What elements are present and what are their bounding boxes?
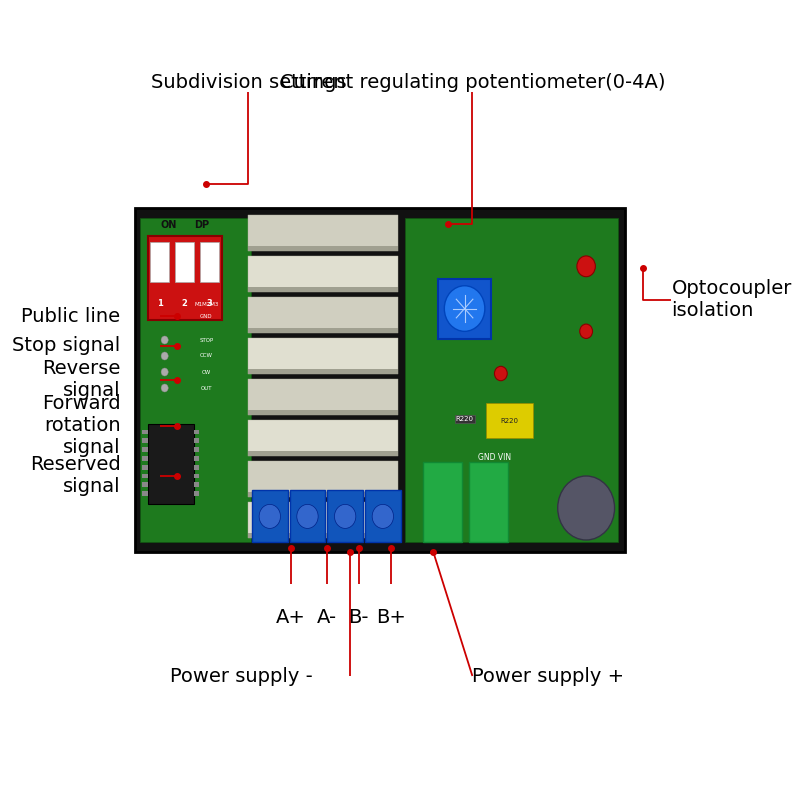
Text: Optocoupler
isolation: Optocoupler isolation <box>671 279 792 321</box>
Bar <box>142 438 147 443</box>
Bar <box>194 474 199 478</box>
Bar <box>147 424 194 504</box>
Text: M1M2M3: M1M2M3 <box>194 302 218 306</box>
Bar <box>142 447 147 452</box>
Bar <box>469 462 508 542</box>
Bar <box>150 242 170 282</box>
Text: CW: CW <box>202 370 211 374</box>
Bar <box>249 370 398 374</box>
Text: A+: A+ <box>276 608 306 627</box>
Text: A-: A- <box>317 608 337 627</box>
Bar <box>252 490 287 542</box>
Bar <box>141 218 250 542</box>
Bar <box>249 462 398 498</box>
Bar <box>422 462 462 542</box>
Bar <box>194 491 199 496</box>
Bar <box>194 456 199 461</box>
Text: Stop signal: Stop signal <box>12 336 121 355</box>
Bar <box>142 491 147 496</box>
Text: GND VIN: GND VIN <box>478 454 511 462</box>
Bar <box>438 278 491 338</box>
Bar <box>249 420 398 456</box>
Bar <box>249 338 398 374</box>
Bar <box>249 246 398 251</box>
Text: Power supply +: Power supply + <box>473 666 625 686</box>
Bar <box>290 490 326 542</box>
Bar <box>249 502 398 538</box>
Circle shape <box>161 336 168 344</box>
Circle shape <box>580 324 593 338</box>
Bar <box>249 451 398 456</box>
Circle shape <box>494 366 507 381</box>
Bar <box>249 379 398 415</box>
Text: Power supply -: Power supply - <box>170 666 313 686</box>
Bar <box>142 465 147 470</box>
Circle shape <box>259 504 281 528</box>
Bar <box>142 456 147 461</box>
Circle shape <box>161 368 168 376</box>
Circle shape <box>577 256 595 277</box>
Bar <box>249 298 398 334</box>
Circle shape <box>372 504 394 528</box>
Text: Reverse
signal: Reverse signal <box>42 359 121 401</box>
Bar <box>142 482 147 487</box>
Bar <box>194 465 199 470</box>
Bar <box>249 534 398 538</box>
Circle shape <box>161 384 168 392</box>
Text: Forward
rotation
signal: Forward rotation signal <box>42 394 121 457</box>
Bar <box>200 242 219 282</box>
Circle shape <box>558 476 614 540</box>
Text: B+: B+ <box>376 608 406 627</box>
Text: CCW: CCW <box>200 354 213 358</box>
Bar <box>142 430 147 434</box>
Text: Subdivision settings: Subdivision settings <box>150 73 346 92</box>
Bar <box>327 490 363 542</box>
Text: 1: 1 <box>157 298 162 308</box>
Circle shape <box>297 504 318 528</box>
Bar <box>249 287 398 292</box>
Text: 2: 2 <box>182 298 187 308</box>
Bar <box>142 474 147 478</box>
Bar <box>147 236 222 320</box>
Bar <box>365 490 401 542</box>
Bar <box>249 256 398 292</box>
Bar <box>486 402 533 438</box>
Text: B-: B- <box>349 608 369 627</box>
Circle shape <box>444 286 485 331</box>
Text: Current regulating potentiometer(0-4A): Current regulating potentiometer(0-4A) <box>280 73 665 92</box>
Text: OUT: OUT <box>201 386 212 390</box>
Text: R220: R220 <box>455 416 474 422</box>
Bar <box>134 208 626 552</box>
Text: R220: R220 <box>500 418 518 424</box>
Text: STOP: STOP <box>199 338 214 342</box>
Bar <box>194 438 199 443</box>
Text: DP: DP <box>194 219 209 230</box>
Circle shape <box>334 504 356 528</box>
Bar <box>249 329 398 334</box>
Bar <box>194 447 199 452</box>
Bar <box>249 215 398 251</box>
Text: Public line: Public line <box>22 306 121 326</box>
Text: GND: GND <box>200 314 213 318</box>
Bar <box>194 482 199 487</box>
Text: ON: ON <box>160 219 177 230</box>
Text: 3: 3 <box>206 298 212 308</box>
Bar <box>175 242 194 282</box>
Bar <box>249 493 398 498</box>
Bar <box>194 430 199 434</box>
Circle shape <box>161 352 168 360</box>
Text: Reserved
signal: Reserved signal <box>30 455 121 497</box>
Bar <box>405 218 618 542</box>
Bar <box>249 410 398 415</box>
